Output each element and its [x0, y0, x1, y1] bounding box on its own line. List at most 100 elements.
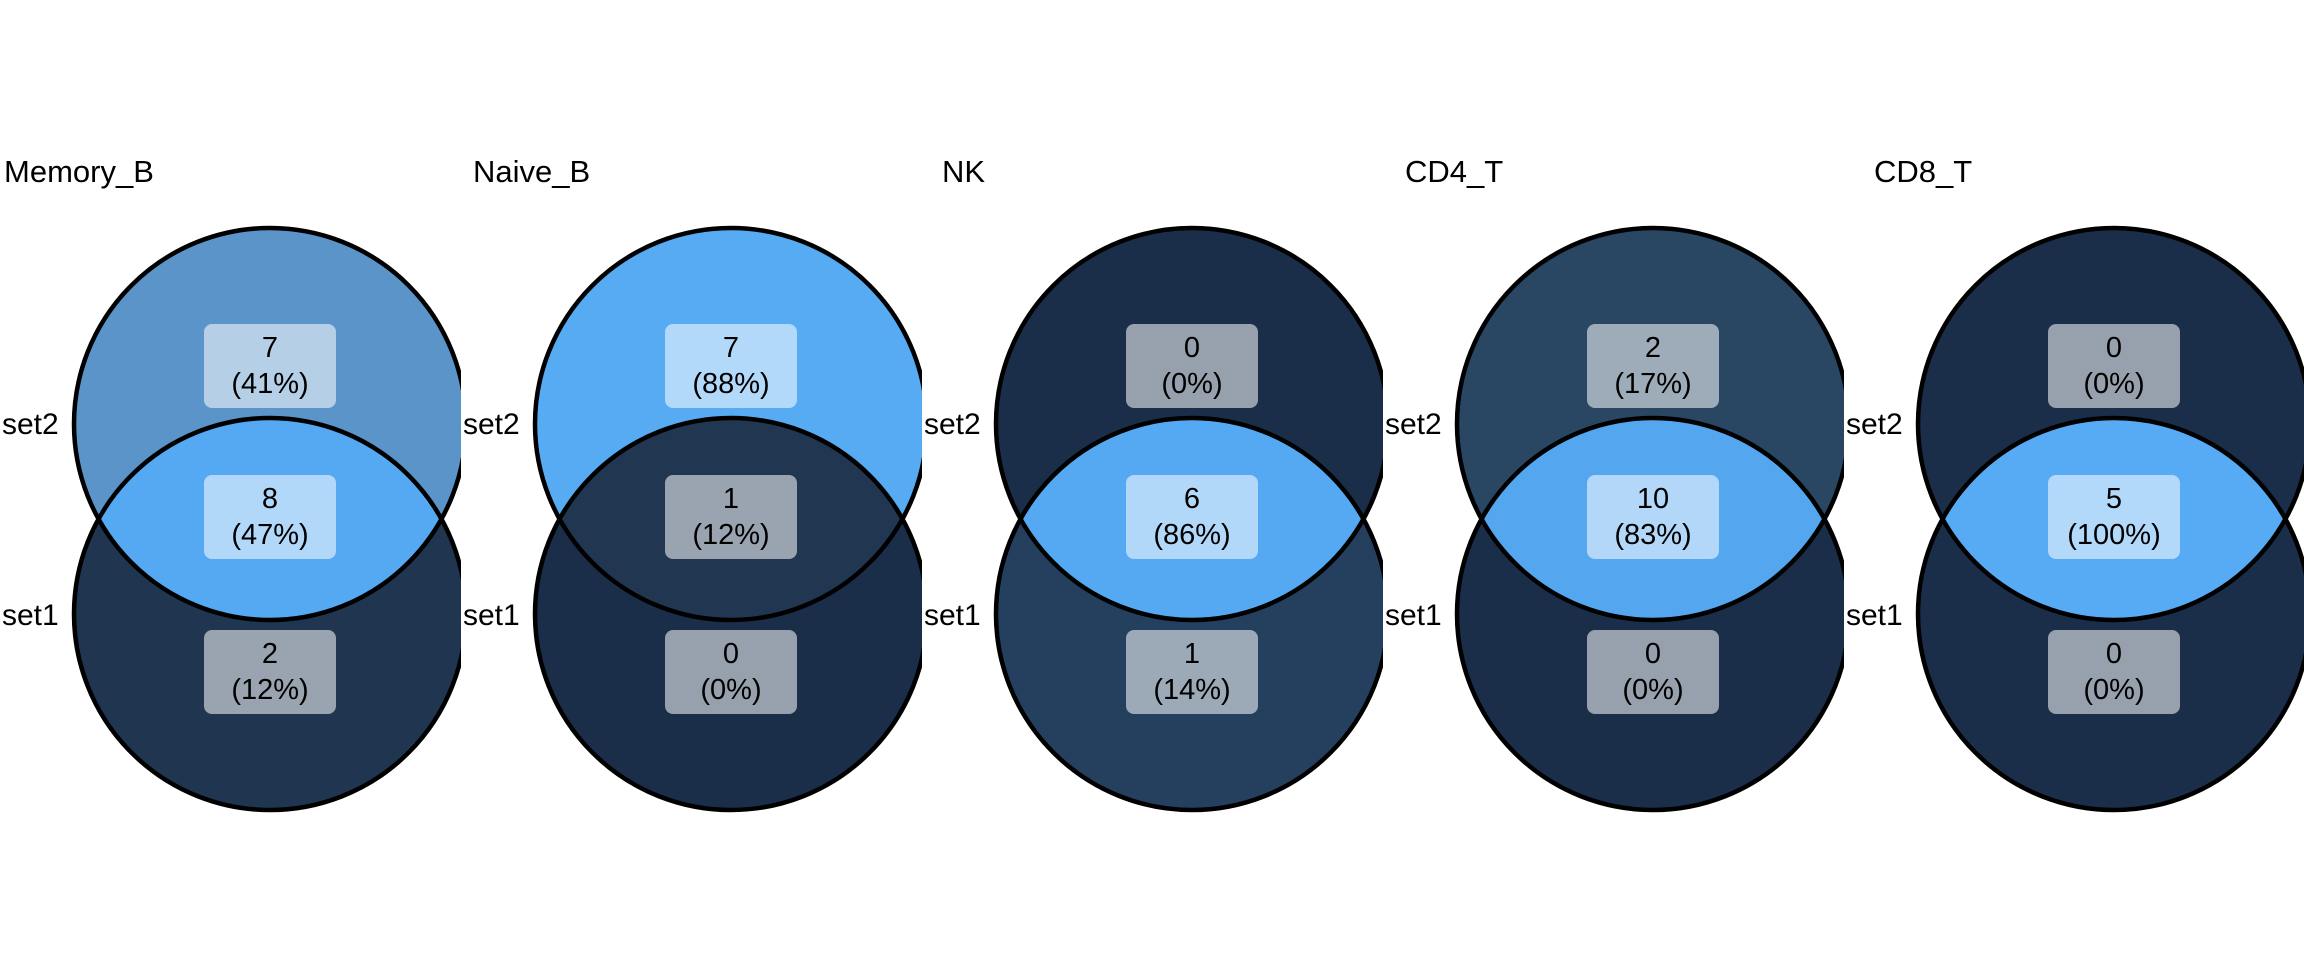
region-label-bottom: 0 (0%)	[2048, 630, 2180, 714]
intersection-region	[74, 418, 461, 620]
label-background	[1126, 630, 1258, 714]
region-percent: (86%)	[1153, 519, 1230, 551]
label-background	[1587, 324, 1719, 408]
set1-circle-outline	[71, 415, 461, 813]
label-background	[665, 324, 797, 408]
region-percent: (14%)	[1153, 674, 1230, 706]
region-count: 7	[723, 332, 739, 364]
region-count: 10	[1637, 483, 1669, 515]
venn-panel-memory-b: Memory_B set2 set1 7 (41%) 8 (47%) 2 (12…	[2, 154, 461, 813]
label-background	[1126, 475, 1258, 559]
region-label-top: 7 (41%)	[204, 324, 336, 408]
region-count: 0	[2106, 638, 2122, 670]
venn-panel-nk: NK set2 set1 0 (0%) 6 (86%) 1 (14%)	[924, 154, 1383, 813]
label-background	[665, 630, 797, 714]
set2-circle-outline	[71, 225, 461, 623]
region-label-bottom: 0 (0%)	[1587, 630, 1719, 714]
region-count: 5	[2106, 483, 2122, 515]
region-percent: (0%)	[2083, 674, 2144, 706]
intersection-fill	[74, 418, 461, 620]
region-label-intersection: 5 (100%)	[2048, 475, 2180, 559]
intersection-fill	[996, 418, 1383, 620]
label-background	[204, 324, 336, 408]
set2-circle-outline	[993, 225, 1383, 623]
region-label-top: 2 (17%)	[1587, 324, 1719, 408]
label-background	[665, 475, 797, 559]
set-label-bottom: set1	[924, 599, 981, 632]
region-percent: (12%)	[692, 519, 769, 551]
set2-circle-outline	[532, 225, 922, 623]
intersection-fill	[535, 418, 922, 620]
region-count: 1	[723, 483, 739, 515]
region-count: 6	[1184, 483, 1200, 515]
set-label-top: set2	[1385, 408, 1442, 441]
region-percent: (41%)	[231, 368, 308, 400]
panel-title: CD4_T	[1405, 154, 1503, 189]
set2-circle-outline	[1454, 225, 1844, 623]
region-label-intersection: 6 (86%)	[1126, 475, 1258, 559]
region-label-intersection: 8 (47%)	[204, 475, 336, 559]
region-percent: (12%)	[231, 674, 308, 706]
intersection-region	[996, 418, 1383, 620]
set1-circle-outline	[532, 415, 922, 813]
region-label-intersection: 1 (12%)	[665, 475, 797, 559]
region-percent: (0%)	[700, 674, 761, 706]
venn-panel-cd8-t: CD8_T set2 set1 0 (0%) 5 (100%) 0 (0%)	[1846, 154, 2304, 813]
set-label-top: set2	[1846, 408, 1903, 441]
region-count: 8	[262, 483, 278, 515]
intersection-region	[535, 418, 922, 620]
region-percent: (0%)	[1622, 674, 1683, 706]
set1-circle-outline	[993, 415, 1383, 813]
venn-panel-naive-b: Naive_B set2 set1 7 (88%) 1 (12%) 0 (0%)	[463, 154, 922, 813]
panel-title: Memory_B	[4, 154, 154, 189]
region-count: 0	[1184, 332, 1200, 364]
set1-circle-outline	[1454, 415, 1844, 813]
set-label-bottom: set1	[463, 599, 520, 632]
region-count: 7	[262, 332, 278, 364]
set-label-top: set2	[2, 408, 59, 441]
set-label-bottom: set1	[2, 599, 59, 632]
venn-panel-cd4-t: CD4_T set2 set1 2 (17%) 10 (83%) 0 (0%)	[1385, 154, 1844, 813]
region-label-bottom: 0 (0%)	[665, 630, 797, 714]
set1-circle-outline	[1915, 415, 2304, 813]
intersection-region	[1918, 418, 2304, 620]
label-background	[204, 630, 336, 714]
intersection-fill	[1918, 418, 2304, 620]
region-percent: (83%)	[1614, 519, 1691, 551]
region-label-bottom: 2 (12%)	[204, 630, 336, 714]
region-percent: (0%)	[2083, 368, 2144, 400]
region-label-bottom: 1 (14%)	[1126, 630, 1258, 714]
label-background	[204, 475, 336, 559]
region-count: 1	[1184, 638, 1200, 670]
intersection-fill	[1457, 418, 1844, 620]
label-background	[1587, 630, 1719, 714]
region-percent: (100%)	[2067, 519, 2161, 551]
label-background	[1587, 475, 1719, 559]
region-label-top: 7 (88%)	[665, 324, 797, 408]
region-label-top: 0 (0%)	[1126, 324, 1258, 408]
region-label-intersection: 10 (83%)	[1587, 475, 1719, 559]
region-count: 2	[1645, 332, 1661, 364]
set-label-bottom: set1	[1385, 599, 1442, 632]
label-background	[2048, 324, 2180, 408]
region-percent: (88%)	[692, 368, 769, 400]
set-label-top: set2	[463, 408, 520, 441]
region-count: 0	[723, 638, 739, 670]
region-count: 0	[1645, 638, 1661, 670]
panel-title: CD8_T	[1874, 154, 1972, 189]
region-count: 0	[2106, 332, 2122, 364]
panel-title: NK	[942, 154, 985, 189]
set2-circle-outline	[1915, 225, 2304, 623]
region-percent: (47%)	[231, 519, 308, 551]
intersection-region	[1457, 418, 1844, 620]
region-label-top: 0 (0%)	[2048, 324, 2180, 408]
set-label-top: set2	[924, 408, 981, 441]
label-background	[2048, 630, 2180, 714]
set-label-bottom: set1	[1846, 599, 1903, 632]
label-background	[1126, 324, 1258, 408]
region-percent: (17%)	[1614, 368, 1691, 400]
panel-title: Naive_B	[473, 154, 590, 189]
label-background	[2048, 475, 2180, 559]
region-count: 2	[262, 638, 278, 670]
